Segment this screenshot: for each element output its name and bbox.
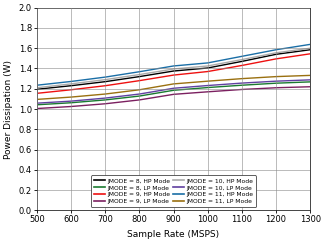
JMODE = 10, LP Mode xyxy=(69,100,73,103)
Line: JMODE = 10, HP Mode: JMODE = 10, HP Mode xyxy=(37,48,310,88)
JMODE = 9, HP Mode xyxy=(69,88,73,91)
JMODE = 9, LP Mode xyxy=(69,105,73,108)
JMODE = 9, LP Mode xyxy=(35,107,39,110)
Line: JMODE = 11, HP Mode: JMODE = 11, HP Mode xyxy=(37,44,310,85)
JMODE = 10, HP Mode xyxy=(274,51,278,54)
JMODE = 11, HP Mode xyxy=(69,80,73,83)
JMODE = 11, HP Mode xyxy=(103,76,107,78)
JMODE = 8, LP Mode xyxy=(103,98,107,101)
JMODE = 11, LP Mode xyxy=(103,93,107,95)
JMODE = 9, HP Mode xyxy=(137,79,141,82)
JMODE = 11, HP Mode xyxy=(240,55,244,58)
JMODE = 11, HP Mode xyxy=(274,48,278,51)
JMODE = 8, HP Mode xyxy=(103,80,107,83)
JMODE = 11, LP Mode xyxy=(274,75,278,78)
Line: JMODE = 11, LP Mode: JMODE = 11, LP Mode xyxy=(37,75,310,99)
Legend: JMODE = 8, HP Mode, JMODE = 8, LP Mode, JMODE = 9, HP Mode, JMODE = 9, LP Mode, : JMODE = 8, HP Mode, JMODE = 8, LP Mode, … xyxy=(91,175,256,208)
JMODE = 8, LP Mode xyxy=(69,101,73,104)
JMODE = 10, HP Mode xyxy=(206,64,210,67)
JMODE = 8, LP Mode xyxy=(308,80,312,83)
JMODE = 10, HP Mode xyxy=(137,73,141,76)
JMODE = 8, LP Mode xyxy=(240,84,244,87)
JMODE = 8, LP Mode xyxy=(274,82,278,85)
JMODE = 10, LP Mode xyxy=(274,80,278,83)
JMODE = 8, HP Mode xyxy=(69,84,73,87)
JMODE = 10, LP Mode xyxy=(35,102,39,105)
JMODE = 10, LP Mode xyxy=(172,87,176,90)
JMODE = 9, LP Mode xyxy=(172,93,176,96)
JMODE = 9, HP Mode xyxy=(274,57,278,60)
JMODE = 10, HP Mode xyxy=(172,68,176,70)
JMODE = 9, LP Mode xyxy=(240,88,244,91)
JMODE = 8, LP Mode xyxy=(206,86,210,89)
JMODE = 11, HP Mode xyxy=(137,70,141,73)
Line: JMODE = 8, LP Mode: JMODE = 8, LP Mode xyxy=(37,82,310,105)
JMODE = 11, LP Mode xyxy=(240,77,244,80)
JMODE = 8, LP Mode xyxy=(137,95,141,97)
JMODE = 11, LP Mode xyxy=(137,88,141,91)
JMODE = 11, LP Mode xyxy=(206,80,210,83)
JMODE = 8, LP Mode xyxy=(35,103,39,106)
JMODE = 9, HP Mode xyxy=(35,92,39,95)
JMODE = 8, HP Mode xyxy=(172,69,176,72)
JMODE = 9, HP Mode xyxy=(308,52,312,55)
JMODE = 8, LP Mode xyxy=(172,89,176,92)
JMODE = 11, HP Mode xyxy=(35,84,39,87)
JMODE = 10, LP Mode xyxy=(103,97,107,100)
JMODE = 11, LP Mode xyxy=(172,82,176,85)
JMODE = 9, HP Mode xyxy=(206,70,210,73)
JMODE = 11, HP Mode xyxy=(206,61,210,64)
JMODE = 9, HP Mode xyxy=(172,74,176,77)
JMODE = 8, HP Mode xyxy=(240,60,244,63)
JMODE = 11, LP Mode xyxy=(308,74,312,77)
JMODE = 10, HP Mode xyxy=(308,47,312,50)
Line: JMODE = 9, LP Mode: JMODE = 9, LP Mode xyxy=(37,87,310,109)
JMODE = 10, LP Mode xyxy=(206,84,210,87)
JMODE = 11, HP Mode xyxy=(172,64,176,67)
Line: JMODE = 8, HP Mode: JMODE = 8, HP Mode xyxy=(37,50,310,89)
JMODE = 8, HP Mode xyxy=(308,48,312,51)
JMODE = 9, HP Mode xyxy=(103,84,107,87)
JMODE = 9, LP Mode xyxy=(137,98,141,101)
JMODE = 9, LP Mode xyxy=(308,85,312,88)
JMODE = 10, LP Mode xyxy=(137,93,141,95)
JMODE = 8, HP Mode xyxy=(137,75,141,78)
JMODE = 8, HP Mode xyxy=(35,88,39,91)
JMODE = 8, HP Mode xyxy=(274,53,278,56)
Line: JMODE = 9, HP Mode: JMODE = 9, HP Mode xyxy=(37,54,310,93)
JMODE = 10, HP Mode xyxy=(240,58,244,61)
JMODE = 10, HP Mode xyxy=(103,78,107,81)
JMODE = 9, HP Mode xyxy=(240,64,244,67)
JMODE = 11, HP Mode xyxy=(308,43,312,46)
JMODE = 9, LP Mode xyxy=(274,86,278,89)
Y-axis label: Power Dissipation (W): Power Dissipation (W) xyxy=(4,60,13,158)
JMODE = 9, LP Mode xyxy=(103,102,107,105)
JMODE = 10, LP Mode xyxy=(240,82,244,85)
Line: JMODE = 10, LP Mode: JMODE = 10, LP Mode xyxy=(37,80,310,103)
JMODE = 11, LP Mode xyxy=(35,98,39,101)
X-axis label: Sample Rate (MSPS): Sample Rate (MSPS) xyxy=(127,230,220,239)
JMODE = 10, LP Mode xyxy=(308,78,312,81)
JMODE = 8, HP Mode xyxy=(206,67,210,69)
JMODE = 10, HP Mode xyxy=(69,82,73,85)
JMODE = 10, HP Mode xyxy=(35,86,39,89)
JMODE = 11, LP Mode xyxy=(69,96,73,99)
JMODE = 9, LP Mode xyxy=(206,90,210,93)
